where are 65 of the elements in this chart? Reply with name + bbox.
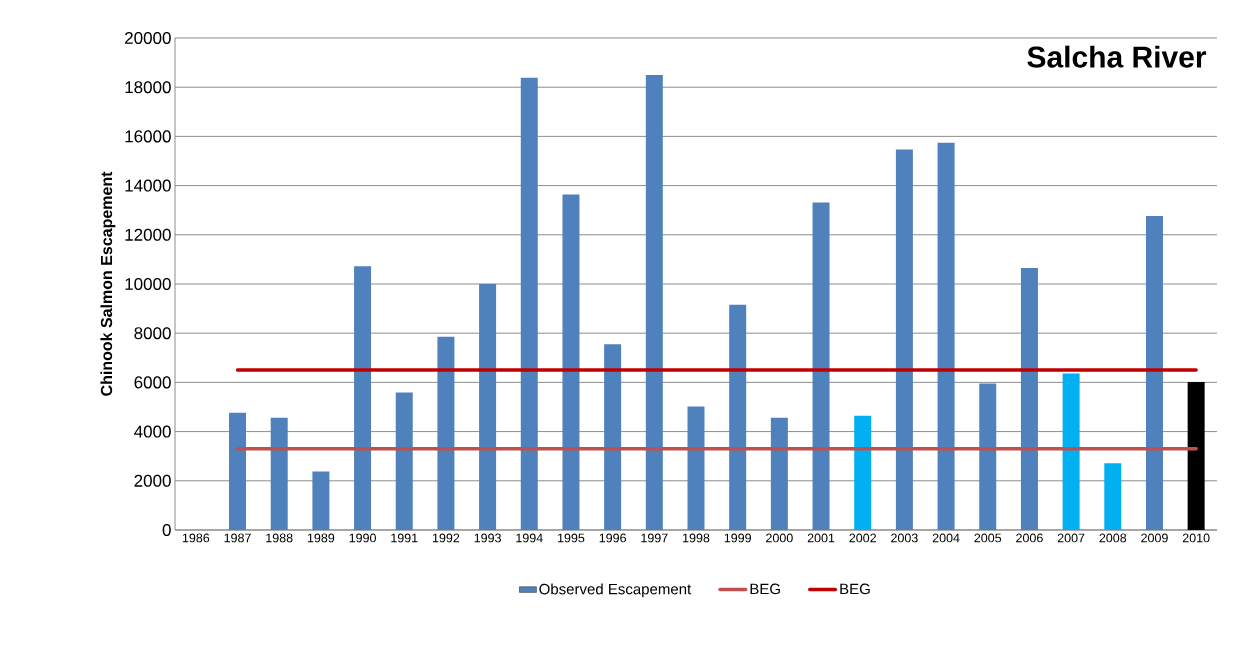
bar [1020,268,1038,530]
bar [437,336,455,530]
x-tick-label: 2006 [1016,533,1043,543]
bar [604,344,622,530]
x-tick-label: 1994 [516,533,543,543]
bar [1104,463,1122,530]
bar [229,412,247,530]
y-tick-label: 0 [162,523,171,537]
chart-title: Salcha River [1027,45,1207,68]
y-axis-title: Chinook Salmon Escapement [100,171,116,396]
x-tick-label: 1986 [182,533,210,543]
bar [270,417,288,530]
bar [729,304,747,530]
x-tick-label: 1991 [391,533,418,543]
y-tick-label: 10000 [125,277,171,291]
x-tick-label: 2004 [932,533,960,543]
legend-label: BEG [840,583,870,595]
bar [1062,373,1080,530]
bar [979,383,997,530]
bar [479,283,497,530]
x-tick-label: 2010 [1182,533,1210,543]
x-tick-label: 1999 [724,533,751,543]
y-tick-label: 6000 [134,376,171,389]
x-tick-label: 1989 [307,533,335,543]
x-tick-label: 2007 [1057,533,1085,543]
x-tick-label: 1992 [432,533,460,543]
legend-label: BEG [750,583,780,595]
bar [895,149,913,530]
y-tick-label: 20000 [125,31,171,45]
x-tick-label: 1993 [474,533,501,543]
bar [1145,216,1163,530]
y-tick-label: 8000 [134,327,171,340]
y-tick-label: 16000 [125,130,171,143]
bar [645,74,663,530]
bar [937,142,955,530]
x-tick-label: 2005 [974,533,1002,543]
bar [687,406,705,530]
bar [854,415,872,530]
x-tick-label: 1995 [558,533,585,543]
x-tick-label: 2002 [849,533,876,543]
x-tick-label: 1987 [224,533,251,543]
x-tick-label: 1988 [266,533,293,543]
y-tick-label: 2000 [134,474,171,487]
y-tick-label: 12000 [125,228,171,241]
bar [1187,381,1205,530]
x-tick-label: 2000 [766,533,793,543]
x-tick-label: 2008 [1099,533,1127,543]
bar [312,471,330,530]
x-tick-label: 1997 [641,533,668,543]
x-tick-label: 1996 [599,533,626,543]
x-tick-label: 1998 [683,533,710,543]
legend-label: Observed Escapement [539,583,692,598]
x-tick-label: 2001 [807,533,835,543]
bar [812,202,830,530]
bar [354,266,372,530]
bar [562,194,580,530]
x-tick-label: 2003 [891,533,918,543]
bar [770,417,788,530]
bar [395,392,413,530]
bar [520,77,538,530]
y-tick-label: 18000 [125,81,171,94]
y-tick-label: 4000 [134,425,171,438]
y-tick-label: 14000 [125,179,171,192]
x-tick-label: 1990 [349,533,376,543]
x-tick-label: 2009 [1141,533,1168,543]
